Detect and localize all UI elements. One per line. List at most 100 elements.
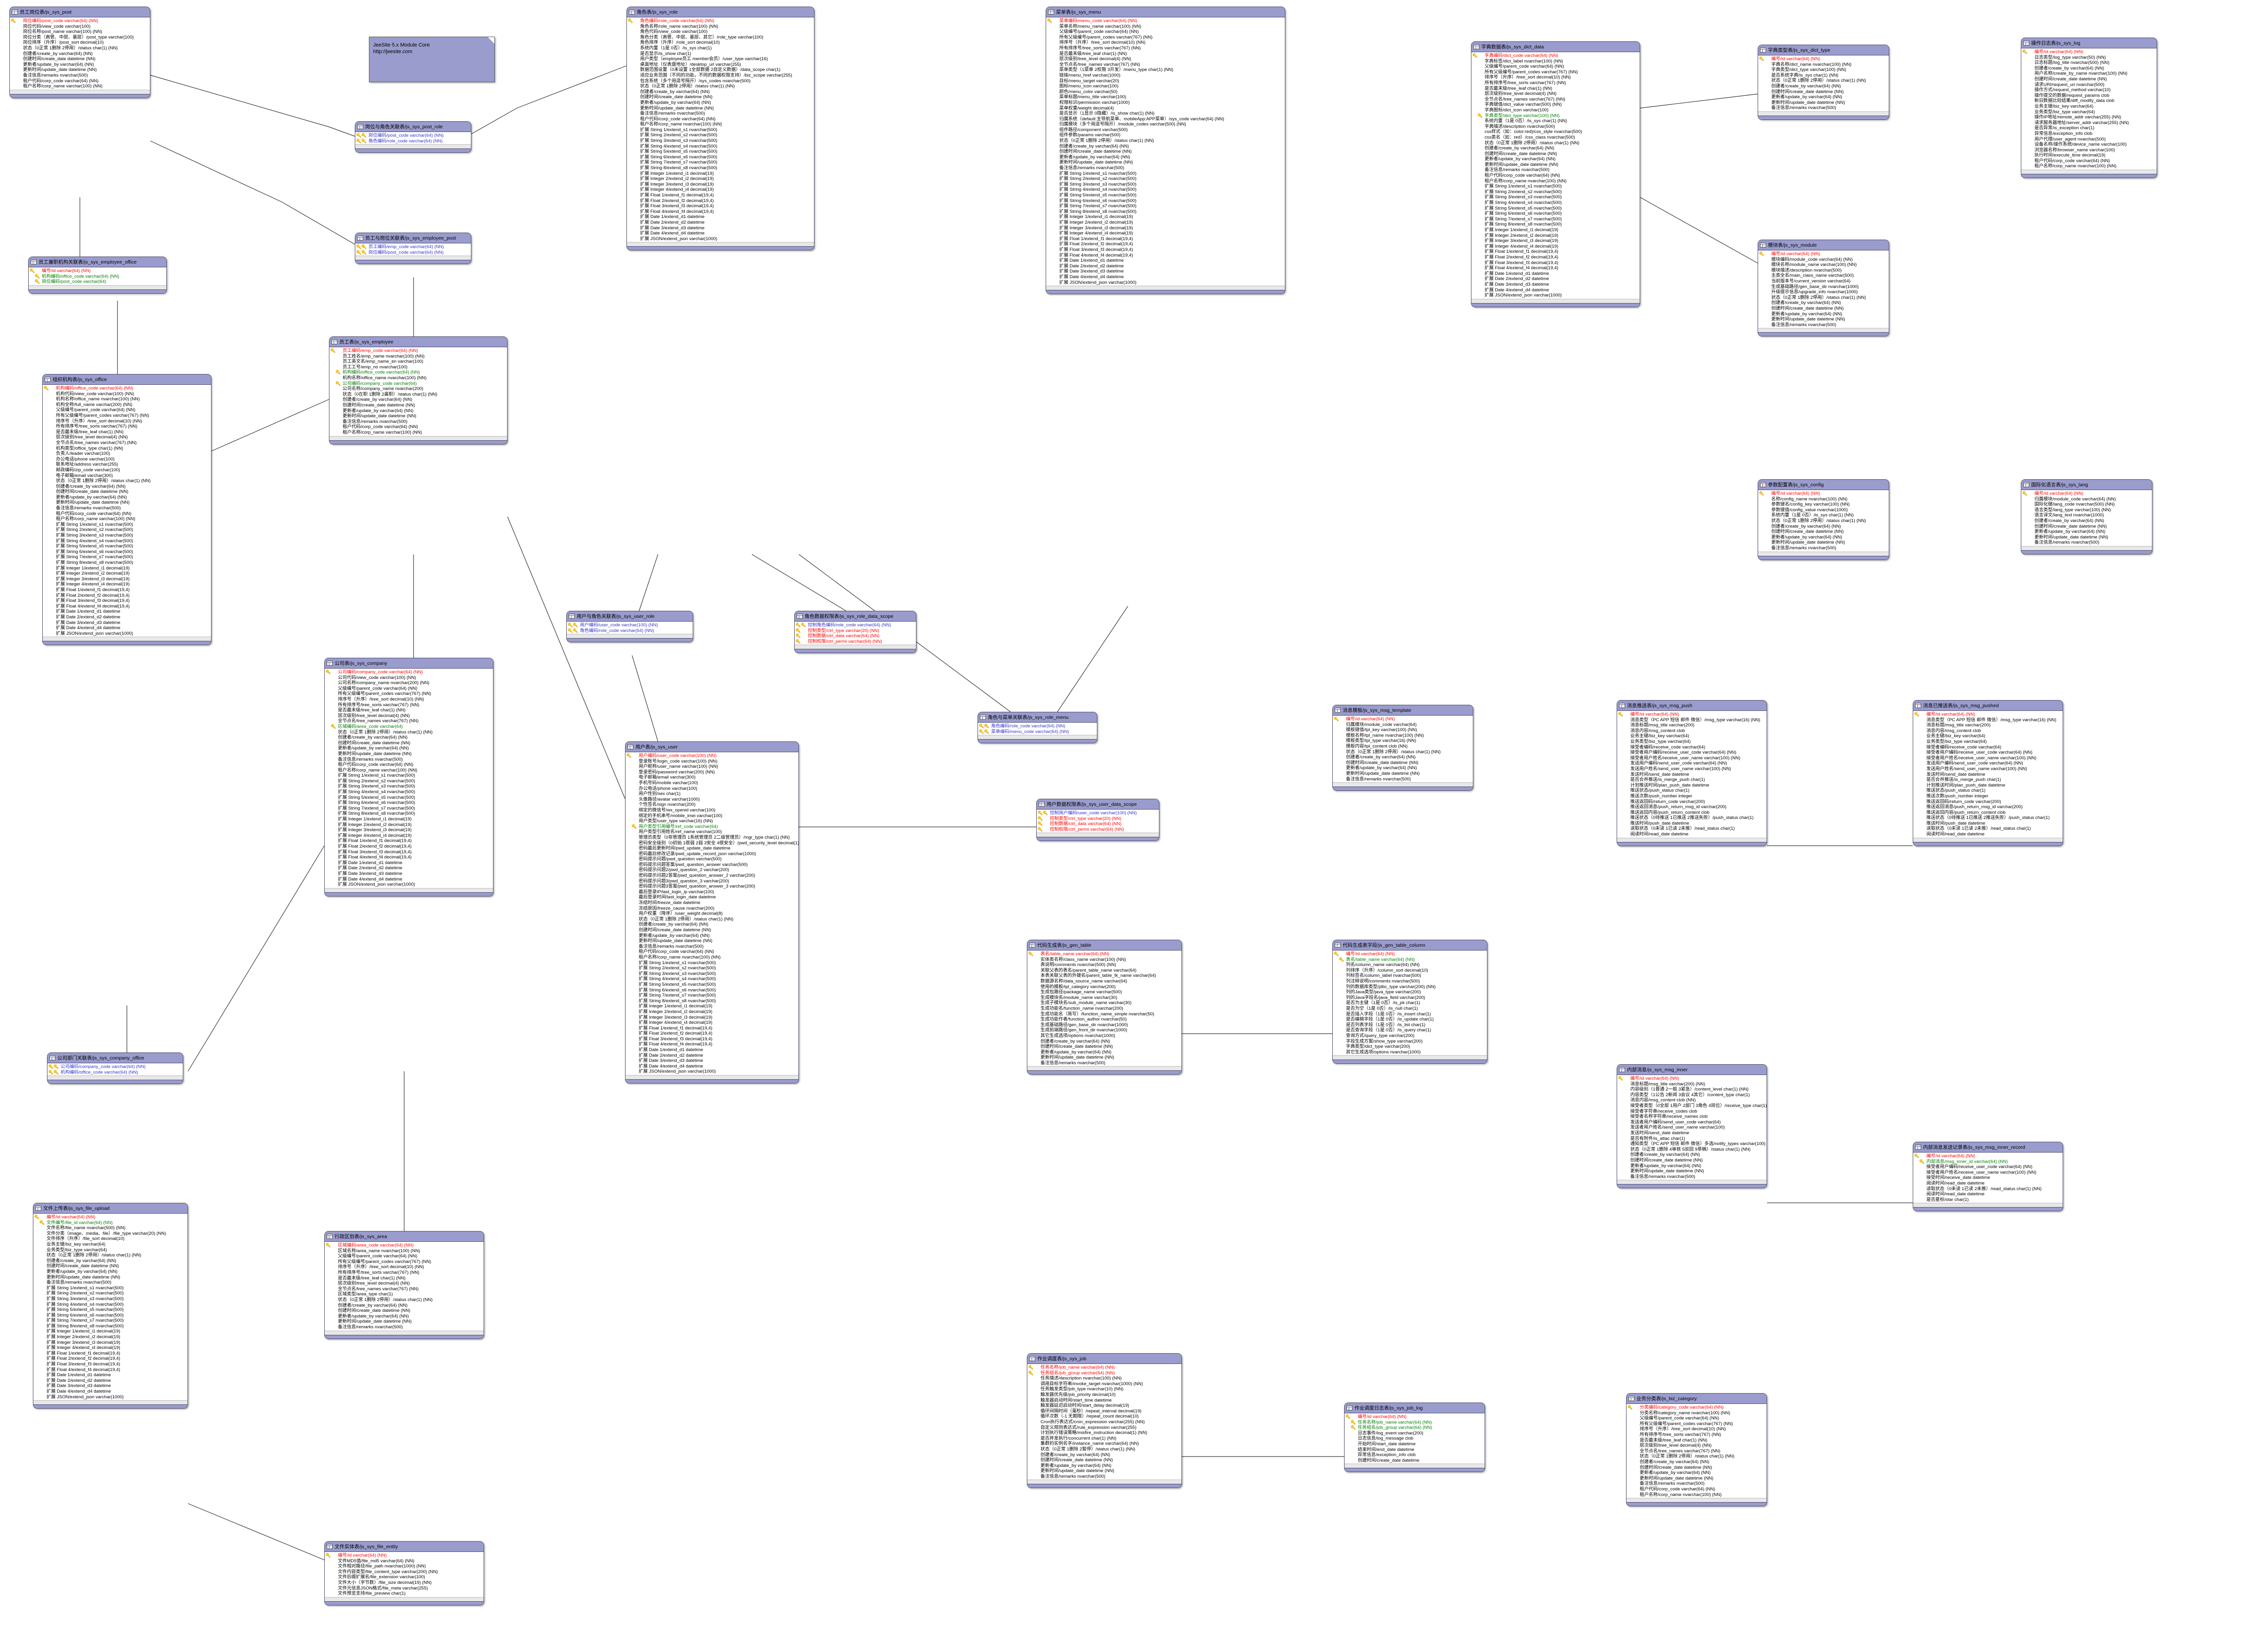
attribute-label: 机构编码/office_code varchar(64) (NN): [42, 273, 119, 279]
entity-js_sys_config[interactable]: 参数配置表/js_sys_config 🔑 编号/id varchar(64) (N…: [1758, 479, 1889, 560]
entity-js_sys_lang[interactable]: 国际化语言表/js_sys_lang 🔑 编号/id varchar(64) (NN…: [2021, 479, 2152, 554]
entity-attribute-row: 扩展 Float 3/extend_f3 decimal(19,4): [1471, 260, 1640, 266]
entity-attribute-row: 更新者/update_by varchar(64) (NN): [1027, 1050, 1181, 1055]
entity-attribute-row: 扩展 String 7/extend_s7 nvarchar(500): [626, 993, 798, 998]
entity-js_sys_file_entity[interactable]: 文件实体表/js_sys_file_entity 🔑 编号/id varchar(6…: [324, 1541, 484, 1605]
entity-attribute-row: 扩展 Date 3/extend_d3 datetime: [1046, 269, 1285, 274]
entity-attribute-row: 冻结时间/freeze_date datetime: [626, 900, 798, 906]
entity-js_sys_area[interactable]: 行政区划表/js_sys_area 🔑 区域编码/area_code varchar…: [324, 1231, 484, 1339]
entity-js_sys_msg_inner_record[interactable]: 内部消息发送记录表/js_sys_msg_inner_record 🔑 编号/id …: [1913, 1142, 2063, 1212]
entity-attribute-row: 🔑 区域编码/area_code varchar(64) (NN): [325, 1243, 484, 1248]
entity-js_sys_user_data_scope[interactable]: 用户数据权限表/js_sys_user_data_scope 🔑 🔑 控制用户编码/u…: [1036, 799, 1159, 842]
entity-js_sys_post_role[interactable]: 岗位与角色关联表/js_sys_post_role 🔑 🔑 岗位编码/post_cod…: [355, 121, 471, 153]
entity-attribute-row: 其它生成选项/options nvarchar(1000): [1027, 1033, 1181, 1039]
entity-js_sys_menu[interactable]: 菜单表/js_sys_menu 🔑 菜单编码/menu_code varchar(6…: [1046, 7, 1285, 295]
entity-js_sys_office[interactable]: 组织机构表/js_sys_office 🔑 机构编码/office_code var…: [42, 374, 211, 646]
entity-attribute-row: 密码提示问题/pwd_question varchar(500): [626, 857, 798, 862]
entity-js_sys_file_upload[interactable]: 文件上传表/js_sys_file_upload 🔑 编号/id varchar(6…: [33, 1203, 188, 1409]
entity-js_sys_job_log[interactable]: 作业调度日志表/js_sys_job_log 🔑 编号/id varchar(64)…: [1344, 1403, 1485, 1473]
primary-key-icon: 🔑: [1627, 1405, 1633, 1410]
attribute-label: 更新时间/update_date datetime (NN): [1485, 162, 1558, 167]
entity-attribute-row: 更新时间/update_date datetime (NN): [1027, 1468, 1181, 1474]
entity-js_gen_table[interactable]: 代码生成表/js_gen_table 🔑 表名/table_name varchar…: [1027, 940, 1182, 1075]
attribute-label: 扩展 Date 2/extend_d2 datetime: [47, 1378, 111, 1383]
entity-attribute-row: 扩展 Date 4/extend_d4 datetime: [33, 1389, 188, 1395]
attribute-label: 扩展 Integer 1/extend_i1 decimal(19): [56, 565, 130, 571]
entity-js_sys_module[interactable]: 模块表/js_sys_module 🔑 编号/id varchar(64) (NN)…: [1758, 240, 1889, 337]
entity-attribute-row: 列的数据库类型/jdbc_type varchar(200) (NN): [1333, 984, 1487, 990]
entity-attribute-row: 扩展 Float 2/extend_f2 decimal(19,4): [627, 198, 814, 204]
attribute-label: 层次级别/tree_level decimal(4) (NN): [56, 435, 128, 440]
entity-attribute-row: 读取状态（0未读 1已读 2未推）/read_status char(1): [1913, 826, 2063, 832]
entity-js_sys_company[interactable]: 公司表/js_sys_company 🔑 公司编码/company_code var…: [324, 658, 493, 896]
primary-key-icon: 🔑: [568, 623, 573, 627]
entity-js_sys_user_role[interactable]: 用户与角色关联表/js_sys_user_role 🔑 🔑 用户编码/user_cod…: [566, 611, 693, 643]
entity-js_sys_post[interactable]: 员工岗位表/js_sys_post 🔑 岗位编码/post_code varchar…: [9, 7, 150, 98]
attribute-label: 编号/id varchar(64) (NN): [1771, 56, 1820, 62]
entity-js_sys_msg_pushed[interactable]: 消息已推送表/js_sys_msg_pushed 🔑 编号/id varchar(6…: [1913, 700, 2063, 846]
entity-attribute-row: 创建时间/create_date datetime (NN): [1617, 1158, 1767, 1163]
entity-footer: [29, 285, 166, 289]
primary-key-icon: 🔑: [1618, 1076, 1624, 1081]
entity-js_sys_company_office[interactable]: 公司部门关联表/js_sys_company_office 🔑 🔑 公司编码/comp…: [47, 1052, 183, 1084]
attribute-label: 扩展 String 8/extend_s8 nvarchar(500): [1485, 222, 1562, 227]
entity-attribute-row: 绑定的手机串号/mobile_imei varchar(100): [626, 813, 798, 819]
entity-js_sys_job[interactable]: 作业调度表/js_sys_job 🔑 任务名称/job_name varchar(6…: [1027, 1353, 1182, 1488]
entity-js_sys_log[interactable]: 操作日志表/js_sys_log 🔑 编号/id varchar(64) (NN) 日…: [2021, 38, 2157, 179]
entity-attribute-row: 任务触发类型/job_type nvarchar(10) (NN): [1027, 1387, 1181, 1392]
attribute-label: 菜单编码/menu_code varchar(64) (NN): [991, 729, 1069, 734]
entity-attribute-row: 日志信息/log_message clob: [1345, 1436, 1485, 1442]
entity-js_biz_category[interactable]: 业务分类表/js_biz_category 🔑 分类编码/category_code…: [1626, 1393, 1767, 1507]
attribute-label: 更新时间/update_date datetime (NN): [1640, 1475, 1713, 1481]
entity-js_sys_employee_post[interactable]: 员工与岗位关联表/js_sys_employee_post 🔑 🔑 员工编码/emp_…: [355, 233, 471, 265]
entity-attribute-row: 扩展 Date 4/extend_d4 datetime: [1046, 274, 1285, 280]
entity-js_sys_emp_office[interactable]: 员工兼职机构关联表/js_sys_employee_office 🔑 编号/id v…: [28, 257, 167, 294]
entity-attribute-row: 更新者/update_by varchar(64) (NN): [1046, 155, 1285, 160]
entity-js_sys_dict_type[interactable]: 字典类型表/js_sys_dict_type 🔑 编号/id varchar(64)…: [1758, 45, 1889, 120]
attribute-label: 内部消息/msg_inner_id varchar(64) (NN): [1926, 1159, 2008, 1164]
pk-key-slot: 🔑: [1047, 18, 1052, 24]
entity-attribute-row: 岗位名称/post_name varchar(100) (NN): [10, 29, 150, 35]
entity-js_sys_msg_inner[interactable]: 内部消息/js_sys_msg_inner 🔑 编号/id varchar(64) …: [1617, 1064, 1767, 1189]
entity-attribute-row: 🔑 编号/id varchar(64) (NN): [1758, 56, 1889, 62]
entity-js_sys_role[interactable]: 角色表/js_sys_role 🔑 角色编码/role_code varchar(6…: [626, 7, 814, 251]
entity-attribute-row: 发送者用户编码/send_user_code varchar(64): [1617, 1120, 1767, 1125]
entity-attribute-row: 租户代码/corp_code varchar(64) (NN): [43, 511, 211, 517]
attribute-label: 所有父级编号/parent_codes varchar(767) (NN): [338, 691, 431, 697]
entity-attribute-row: 所有排序号/tree_sorts varchar(767) (NN): [1471, 80, 1640, 86]
attribute-label: 扩展 Integer 1/extend_i1 decimal(19): [47, 1329, 120, 1334]
entity-title: 用户表/js_sys_user: [635, 744, 678, 750]
attribute-label: 区域编码/area_code varchar(64): [338, 724, 403, 729]
entity-attribute-list: 🔑 编号/id varchar(64) (NN) 字典名称/dict_name nv…: [1758, 55, 1889, 111]
entity-attribute-row: 扩展 Float 1/extend_f1 decimal(19,4): [325, 838, 493, 844]
entity-js_sys_msg_push[interactable]: 消息推送表/js_sys_msg_push 🔑 编号/id varchar(64) …: [1617, 700, 1767, 846]
attribute-label: 链接/menu_href varchar(1000): [1059, 72, 1121, 78]
entity-footer-band: [567, 638, 693, 642]
attribute-label: 业务主键/biz_key varchar(64): [1926, 733, 1986, 739]
entity-attribute-row: 🔑 角色编码/role_code varchar(64) (NN): [627, 18, 814, 24]
attribute-label: 父级编号/parent_code varchar(64) (NN): [1059, 29, 1139, 35]
entity-footer: [329, 436, 507, 440]
pk-key-slot: 🔑: [48, 1070, 54, 1075]
entity-attribute-row: 是否最末级/tree_leaf char(1) (NN): [1046, 51, 1285, 57]
fk-key-slot: 🔑: [35, 279, 40, 285]
entity-attribute-row: 图标/menu_icon varchar(100): [1046, 84, 1285, 89]
entity-js_sys_dict_data[interactable]: 字典数据表/js_sys_dict_data 🔑 字典编码/dict_code va…: [1471, 41, 1640, 307]
attribute-label: 发送者用户编码/send_user_code varchar(64): [1630, 1119, 1721, 1125]
entity-js_sys_role_data_scope[interactable]: 角色数据权限表/js_sys_role_data_scope 🔑 🔑 控制角色编码/r…: [794, 611, 916, 654]
entity-title: 公司表/js_sys_company: [335, 661, 388, 666]
entity-js_sys_role_menu[interactable]: 角色与菜单关联表/js_sys_role_menu 🔑 🔑 角色编码/role_cod…: [978, 712, 1097, 744]
attribute-label: 更新时间/update_date datetime (NN): [56, 500, 130, 506]
entity-js_sys_msg_template[interactable]: 消息模板/js_sys_msg_template 🔑 编号/id varchar(6…: [1332, 705, 1473, 791]
entity-attribute-row: 扩展 String 7/extend_s7 nvarchar(500): [43, 554, 211, 560]
attribute-label: 状态（0在职 1删除 2离职）/status char(1) (NN): [343, 391, 438, 397]
entity-js_gen_table_column[interactable]: 代码生成表字段/js_gen_table_column 🔑 编号/id varcha…: [1332, 940, 1487, 1064]
attribute-label: 接受者用户姓名/receive_user_name varchar(100) (…: [1926, 1169, 2037, 1175]
entity-attribute-row: 国际化键/lang_code nvarchar(500) (NN): [2021, 502, 2152, 507]
attribute-label: 实体类名称/class_name varchar(100) (NN): [1040, 957, 1126, 962]
entity-js_sys_employee[interactable]: 员工表/js_sys_employee 🔑 员工编码/emp_code varcha…: [329, 336, 508, 444]
entity-js_sys_user[interactable]: 用户表/js_sys_user 🔑 用户编码/user_code varchar(1…: [625, 741, 799, 1084]
attribute-label: 编号/id varchar(64) (NN): [338, 1553, 387, 1558]
attribute-label: 用户类型（employee员工 member会员）/user_type varc…: [640, 56, 768, 62]
entity-attribute-row: 备注信息/remarks nvarchar(500): [1758, 322, 1889, 328]
